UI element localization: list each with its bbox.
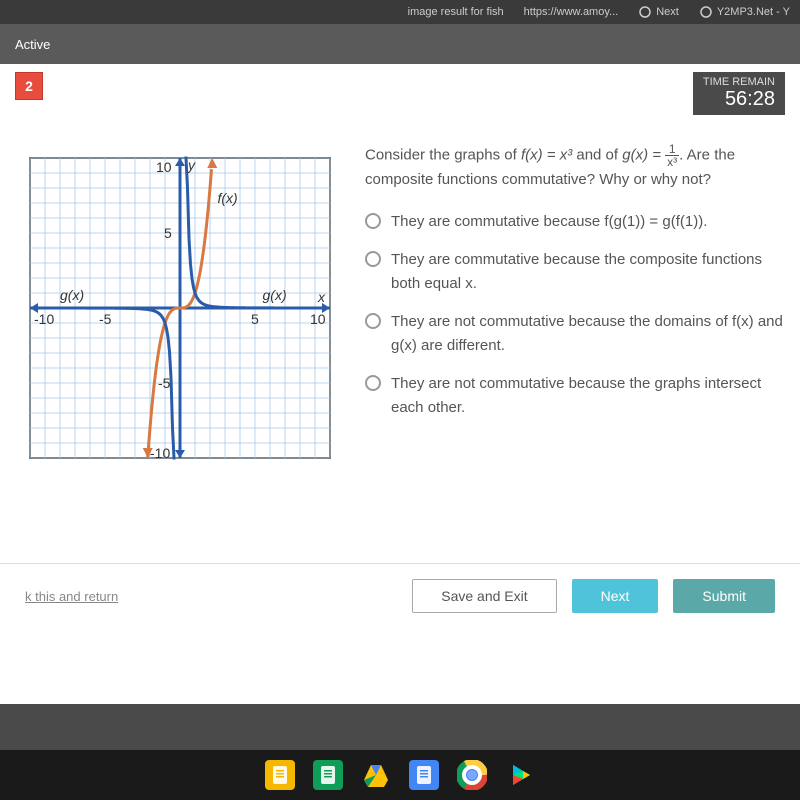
- radio-icon[interactable]: [365, 213, 381, 229]
- option-text: They are commutative because the composi…: [391, 248, 785, 296]
- footer-bar: k this and return Save and Exit Next Sub…: [0, 563, 800, 628]
- mark-return-link[interactable]: k this and return: [25, 589, 118, 604]
- option-text: They are commutative because f(g(1)) = g…: [391, 210, 707, 234]
- svg-text:g(x): g(x): [60, 287, 84, 303]
- radio-icon[interactable]: [365, 251, 381, 267]
- answer-option-3[interactable]: They are not commutative because the gra…: [365, 372, 785, 420]
- quiz-header: Active: [0, 24, 800, 64]
- answer-option-2[interactable]: They are not commutative because the dom…: [365, 310, 785, 358]
- question-number-badge[interactable]: 2: [15, 72, 43, 100]
- active-label: Active: [15, 37, 50, 52]
- play-icon[interactable]: [505, 760, 535, 790]
- button-group: Save and Exit Next Submit: [412, 579, 775, 613]
- svg-text:5: 5: [251, 311, 259, 327]
- next-button[interactable]: Next: [572, 579, 659, 613]
- tab-right[interactable]: Y2MP3.Net - Y: [699, 5, 790, 19]
- sheets-icon[interactable]: [313, 760, 343, 790]
- timer-label: TIME REMAIN: [703, 76, 775, 88]
- option-text: They are not commutative because the gra…: [391, 372, 785, 420]
- timer-value: 56:28: [703, 88, 775, 111]
- submit-button[interactable]: Submit: [673, 579, 775, 613]
- refresh-icon: [638, 5, 652, 19]
- url-fragment: https://www.amoy...: [524, 6, 619, 18]
- docs-icon[interactable]: [409, 760, 439, 790]
- svg-text:-10: -10: [150, 445, 170, 461]
- taskbar: [0, 750, 800, 800]
- drive-icon[interactable]: [361, 760, 391, 790]
- radio-icon[interactable]: [365, 375, 381, 391]
- timer: TIME REMAIN 56:28: [693, 72, 785, 115]
- nav-next[interactable]: Next: [638, 5, 679, 19]
- question-prompt: Consider the graphs of f(x) = x³ and of …: [365, 143, 785, 192]
- tab-fragment: image result for fish: [408, 6, 504, 18]
- badge-timer-row: 2 TIME REMAIN 56:28: [0, 64, 800, 123]
- slides-icon[interactable]: [265, 760, 295, 790]
- refresh-icon: [699, 5, 713, 19]
- svg-text:10: 10: [310, 311, 326, 327]
- answer-option-1[interactable]: They are commutative because the composi…: [365, 248, 785, 296]
- browser-tab-bar: image result for fish https://www.amoy..…: [0, 0, 800, 24]
- svg-text:-5: -5: [158, 375, 171, 391]
- svg-text:y: y: [187, 157, 196, 173]
- question-body: -10 -5 5 10 10 5 -5 -10 y x f(x) g(x) g(x) Consider …: [0, 123, 800, 493]
- radio-icon[interactable]: [365, 313, 381, 329]
- svg-text:5: 5: [164, 225, 172, 241]
- svg-text:g(x): g(x): [263, 287, 287, 303]
- option-text: They are not commutative because the dom…: [391, 310, 785, 358]
- svg-text:-10: -10: [34, 311, 54, 327]
- function-graph: -10 -5 5 10 10 5 -5 -10 y x f(x) g(x) g(x): [15, 143, 345, 473]
- main-content: Active 2 TIME REMAIN 56:28 -10 -5 5 10 10 5 -5…: [0, 24, 800, 704]
- svg-text:-5: -5: [99, 311, 112, 327]
- chrome-icon[interactable]: [457, 760, 487, 790]
- svg-text:10: 10: [156, 159, 172, 175]
- svg-text:f(x): f(x): [218, 190, 238, 206]
- answer-option-0[interactable]: They are commutative because f(g(1)) = g…: [365, 210, 785, 234]
- question-text: Consider the graphs of f(x) = x³ and of …: [365, 143, 785, 473]
- svg-text:x: x: [317, 289, 326, 305]
- save-exit-button[interactable]: Save and Exit: [412, 579, 556, 613]
